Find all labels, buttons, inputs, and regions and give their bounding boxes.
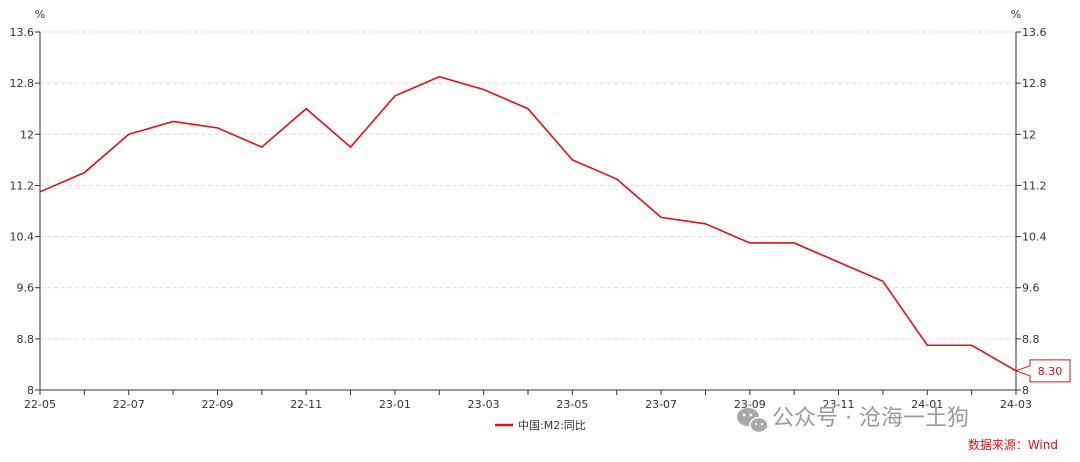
end-value-label-text: 8.30 (1038, 365, 1063, 378)
right-y-tick-label: 10.4 (1022, 231, 1047, 244)
data-point[interactable] (704, 223, 707, 225)
legend[interactable]: 中国:M2:同比 (495, 419, 586, 432)
right-y-ticks: 8 8.8 9.6 10.4 11.2 12 12.8 13.6 (1016, 26, 1047, 397)
data-point[interactable] (394, 95, 396, 97)
x-ticks: 22-05 22-07 22-09 22-11 23-01 23-03 23-05 23-07… (24, 390, 1032, 411)
data-point[interactable] (305, 108, 307, 110)
x-tick-label: 22-11 (290, 398, 322, 411)
data-point[interactable] (616, 178, 618, 180)
watermark-text: 公众号 · 沧海一土狗 (772, 406, 969, 431)
data-point[interactable] (527, 108, 529, 110)
x-tick-label: 22-07 (113, 398, 145, 411)
left-y-tick-label: 11.2 (10, 179, 35, 192)
left-y-tick-label: 10.4 (10, 231, 35, 244)
right-y-tick-label: 8.8 (1022, 333, 1040, 346)
data-point[interactable] (172, 120, 174, 123)
data-point[interactable] (216, 127, 219, 129)
wechat-icon (737, 408, 769, 434)
data-point[interactable] (39, 191, 41, 193)
legend-label: 中国:M2:同比 (518, 419, 586, 432)
data-point[interactable] (571, 159, 573, 161)
data-point[interactable] (971, 344, 973, 346)
end-value-label: 8.30 (1014, 359, 1071, 383)
series-group (39, 75, 1017, 372)
data-point[interactable] (660, 216, 662, 218)
x-tick-label: 24-01 (911, 398, 943, 411)
end-value-label-box (1014, 359, 1071, 383)
left-y-tick-label: 12 (20, 128, 34, 141)
right-y-tick-label: 9.6 (1022, 282, 1040, 295)
right-y-tick-label: 13.6 (1022, 26, 1047, 39)
left-y-tick-label: 9.6 (17, 282, 35, 295)
data-point[interactable] (882, 280, 884, 282)
data-point[interactable] (926, 344, 928, 346)
left-y-tick-label: 8.8 (17, 333, 35, 346)
right-y-tick-label: 12 (1022, 128, 1036, 141)
x-tick-label: 24-03 (1000, 398, 1032, 411)
grid-lines (40, 31, 1016, 340)
left-y-tick-label: 8 (27, 384, 34, 397)
left-y-tick-label: 13.6 (10, 26, 35, 39)
x-tick-label: 23-03 (468, 398, 500, 411)
data-point[interactable] (83, 172, 85, 174)
left-y-tick-label: 12.8 (10, 77, 35, 90)
source-label: 数据来源：Wind (968, 437, 1058, 452)
data-point[interactable] (749, 242, 751, 244)
x-tick-label: 23-01 (379, 398, 411, 411)
x-tick-label: 23-05 (556, 398, 588, 411)
data-point[interactable] (483, 88, 485, 91)
data-point[interactable] (349, 146, 352, 148)
series-line[interactable] (39, 75, 1017, 372)
watermark: 公众号 · 沧海一土狗 (737, 406, 969, 434)
x-tick-label: 22-05 (24, 398, 56, 411)
right-y-tick-label: 8 (1022, 384, 1029, 397)
left-unit-label: % (35, 8, 45, 21)
right-y-tick-label: 12.8 (1022, 77, 1047, 90)
x-tick-label: 22-09 (201, 398, 233, 411)
right-unit-label: % (1011, 8, 1021, 21)
data-point[interactable] (793, 242, 795, 244)
axes (39, 32, 1017, 391)
data-point[interactable] (261, 146, 263, 148)
right-y-tick-label: 11.2 (1022, 179, 1047, 192)
data-point[interactable] (837, 261, 840, 263)
x-tick-label: 23-09 (734, 398, 766, 411)
x-tick-label: 23-07 (645, 398, 677, 411)
data-point[interactable] (438, 76, 440, 78)
x-tick-label: 23-11 (823, 398, 855, 411)
data-point[interactable] (128, 133, 130, 135)
left-y-ticks: 8 8.8 9.6 10.4 11.2 12 12.8 13.6 (10, 26, 40, 397)
